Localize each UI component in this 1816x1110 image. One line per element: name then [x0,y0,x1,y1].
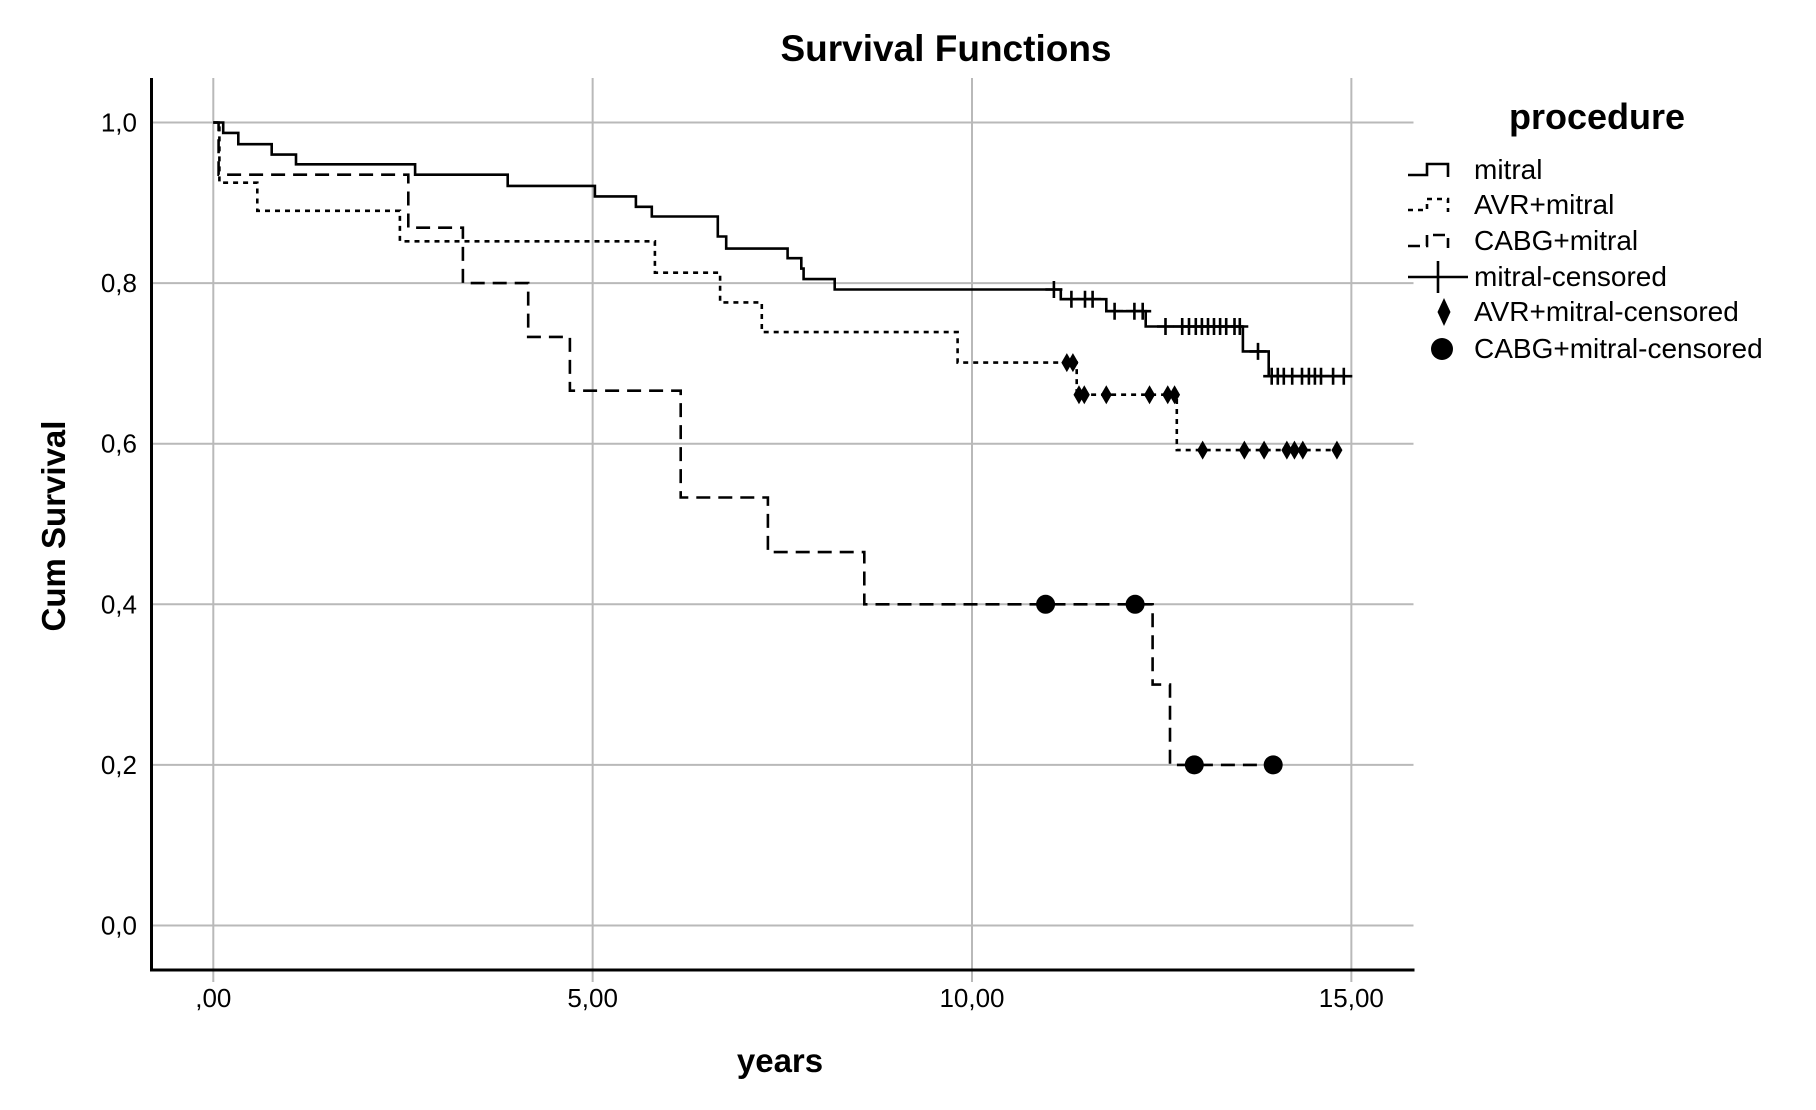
censor-marker-AVR+mitral-censored [1297,440,1309,460]
legend-item-mitral-censored: mitral-censored [1406,259,1667,294]
censor-marker-mitral-censored [1045,281,1063,298]
legend-title: procedure [1508,96,1686,137]
censor-marker-AVR+mitral-censored [1169,385,1181,405]
censor-marker-CABG+mitral-censored [1263,755,1283,775]
censor-marker-AVR+mitral-censored [1078,385,1090,405]
legend-item-label: CABG+mitral-censored [1474,332,1763,364]
censor-marker-AVR+mitral-censored [1288,440,1300,460]
censor-marker-mitral-censored [1249,342,1267,360]
censor-marker-AVR+mitral-censored [1238,440,1250,460]
dashed-step-line-icon [1408,233,1450,248]
dotted-step-line-icon [1408,197,1450,212]
legend-item-label: CABG+mitral [1474,224,1639,256]
legend-item-avr-mitral-censored: AVR+mitral-censored [1406,294,1739,329]
censor-marker-CABG+mitral-censored [1036,594,1056,614]
censor-marker-CABG+mitral-censored [1184,755,1204,775]
x-tick-label: 15,00 [1319,983,1384,1013]
chart-title: Survival Functions [780,28,1112,69]
y-tick-label: 0,2 [101,750,137,780]
censor-marker-AVR+mitral-censored [1067,353,1079,373]
legend-item-label: mitral-censored [1474,260,1667,292]
x-tick-label: ,00 [195,983,231,1013]
survival-curve-CABG+mitral [213,121,1284,767]
censor-marker-AVR+mitral-censored [1061,353,1073,373]
solid-step-line-icon [1408,162,1450,177]
legend-item-cabg-mitral: CABG+mitral [1406,223,1638,258]
censor-marker-mitral-censored [1084,290,1102,308]
x-tick-label: 5,00 [567,983,618,1013]
survival-curve-mitral [213,121,1346,378]
y-tick-label: 1,0 [101,108,137,138]
y-tick-label: 0,0 [101,911,137,941]
censor-marker-AVR+mitral-censored [1144,385,1156,405]
censor-marker-AVR+mitral-censored [1258,440,1270,460]
legend-item-cabg-mitral-censored: CABG+mitral-censored [1406,331,1763,366]
censor-marker-AVR+mitral-censored [1331,440,1343,460]
censor-marker-AVR+mitral-censored [1281,440,1293,460]
legend-item-label: mitral [1474,153,1543,185]
censor-marker-mitral-censored [1335,367,1353,385]
censor-marker-mitral-censored [1106,302,1124,320]
legend-item-mitral: mitral [1406,152,1542,187]
y-tick-label: 0,4 [101,589,137,619]
y-tick-label: 0,6 [101,429,137,459]
legend-item-label: AVR+mitral-censored [1474,295,1739,327]
censor-marker-mitral-censored [1134,302,1152,320]
diamond-icon [1437,297,1451,326]
y-tick-label: 0,8 [101,268,137,298]
censor-marker-AVR+mitral-censored [1197,440,1209,460]
censor-marker-AVR+mitral-censored [1100,385,1112,405]
censor-marker-mitral-censored [1231,318,1249,335]
x-tick-label: 10,00 [939,983,1004,1013]
censor-marker-AVR+mitral-censored [1162,385,1174,405]
legend-item-label: AVR+mitral [1474,188,1615,220]
legend-item-avr-mitral: AVR+mitral [1406,187,1614,222]
circle-icon [1431,337,1453,360]
censor-marker-mitral-censored [1157,318,1174,335]
x-axis-label: years [736,1042,824,1079]
plus-on-line-icon [1408,260,1468,293]
censor-marker-CABG+mitral-censored [1125,594,1145,614]
